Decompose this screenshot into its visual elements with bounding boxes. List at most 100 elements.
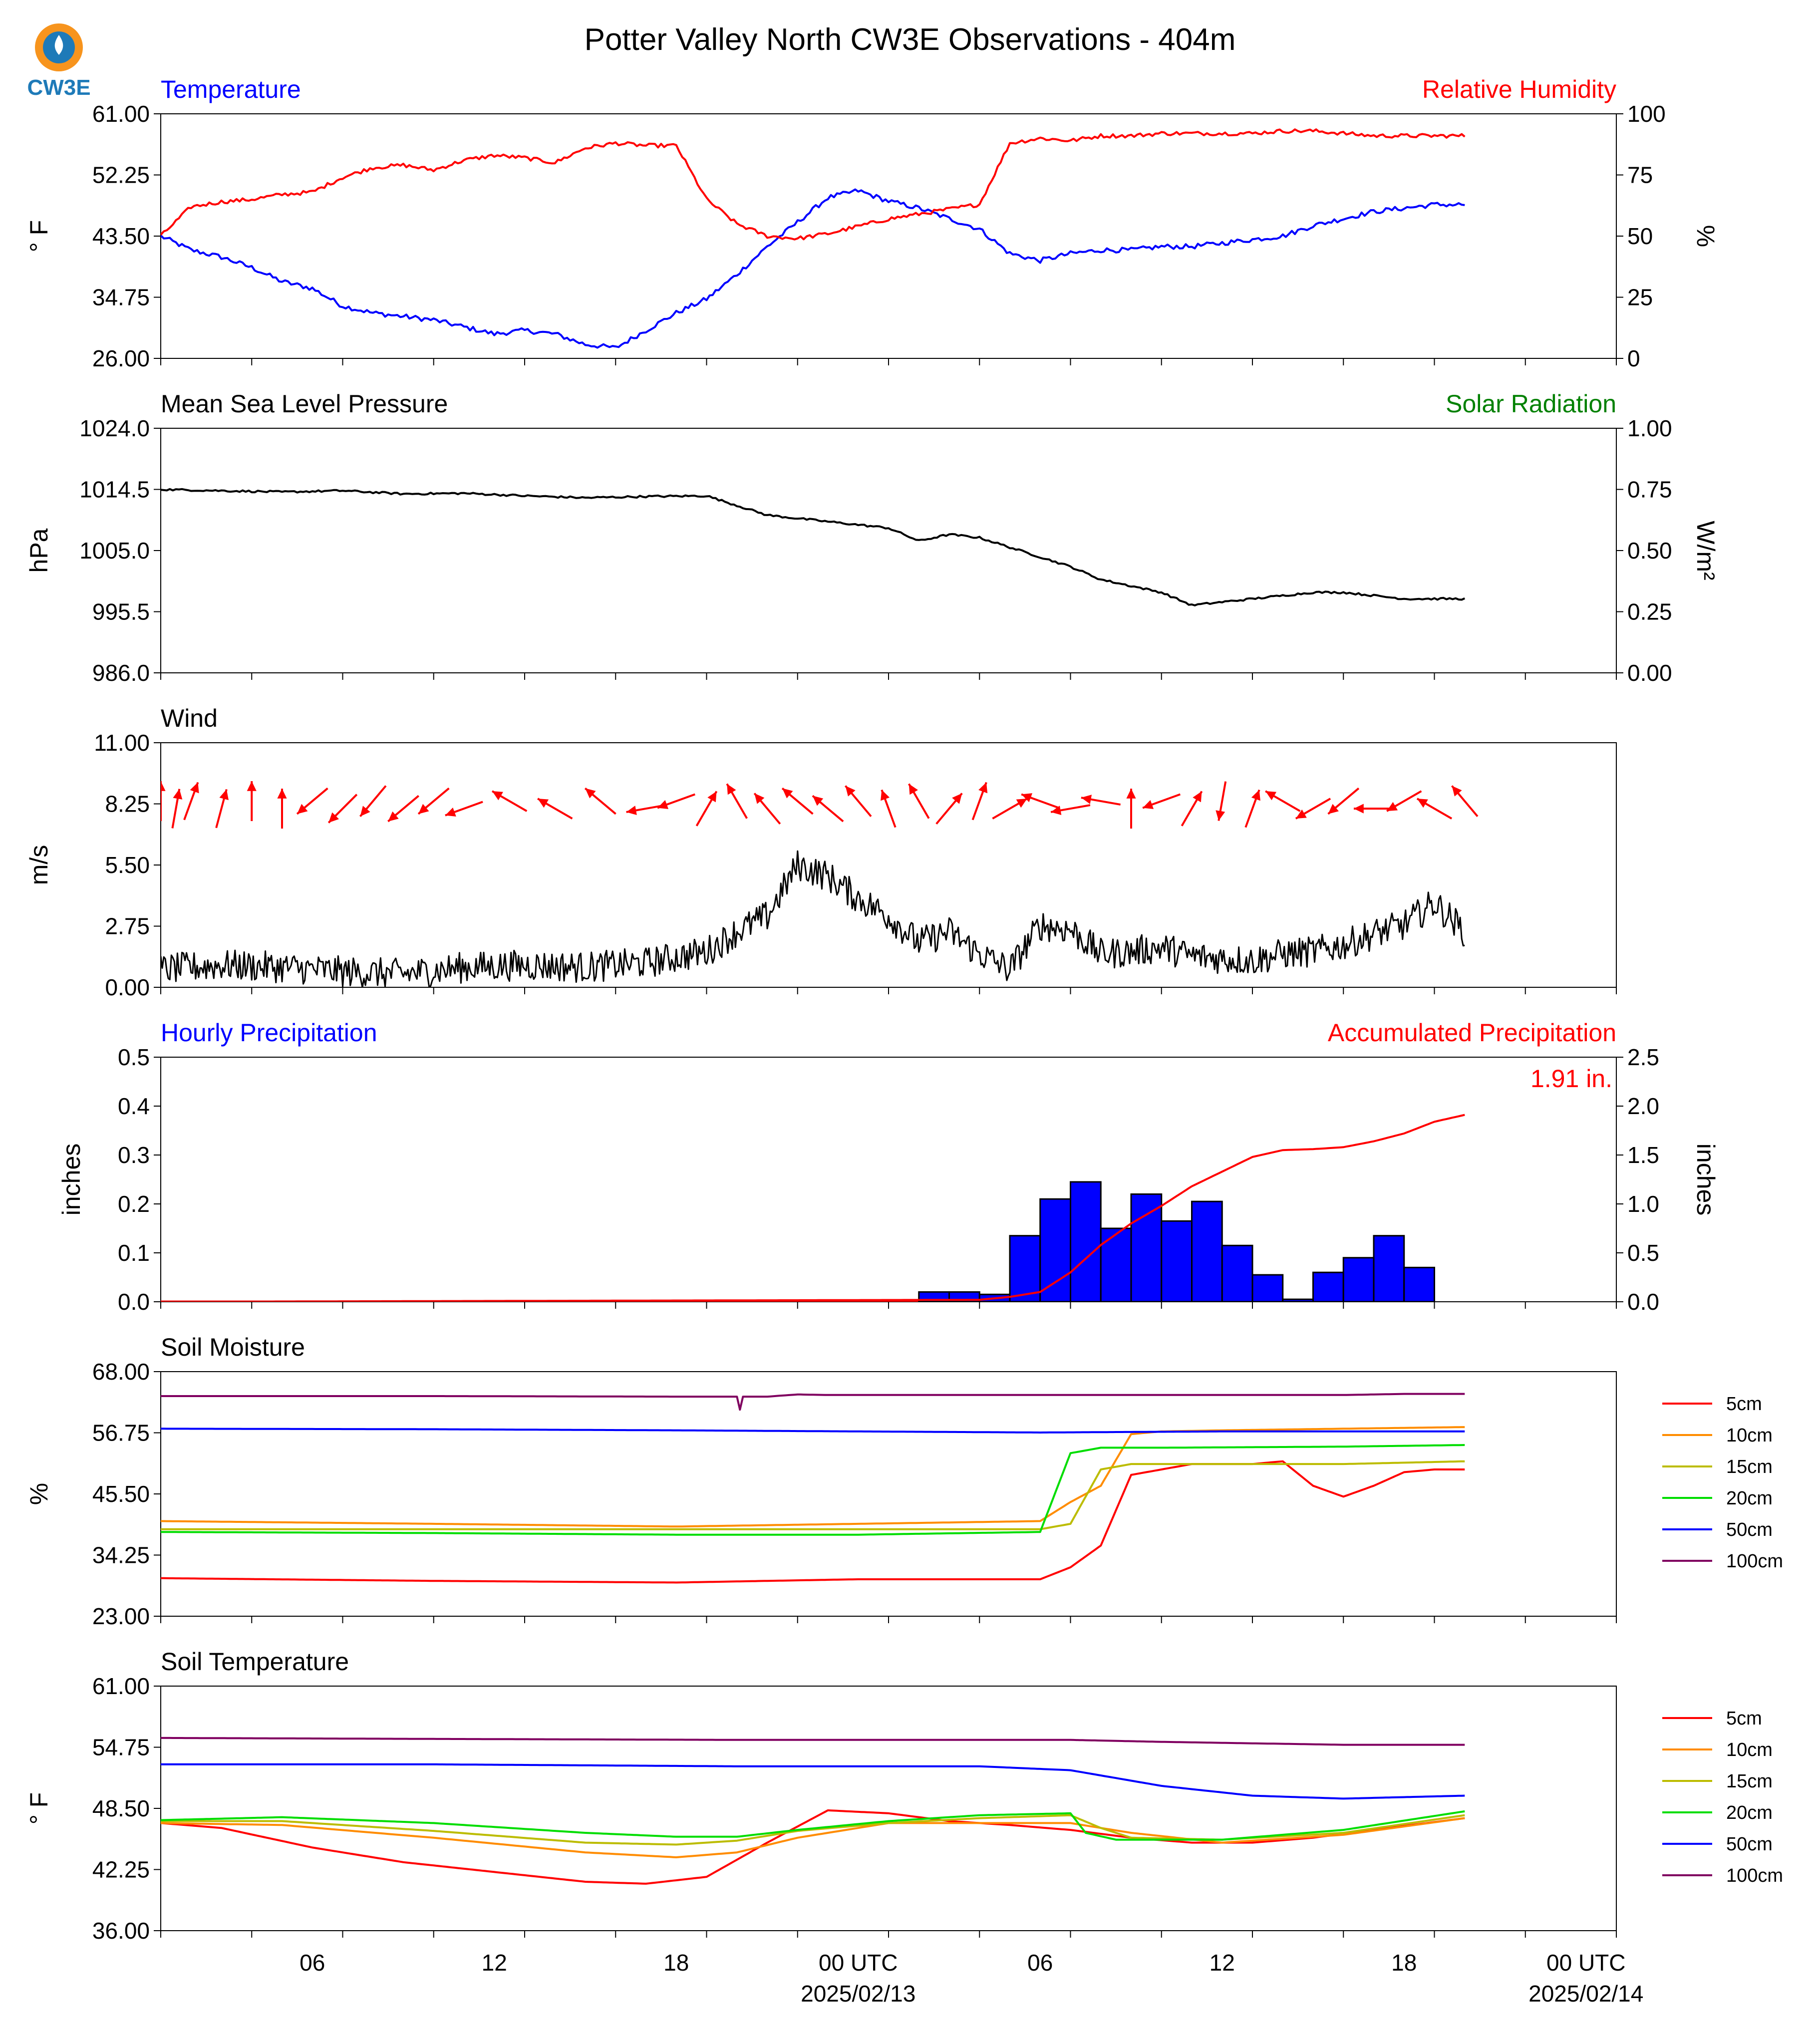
y2-tick-label: 0	[1627, 345, 1640, 371]
y-tick-label: 68.00	[92, 1359, 150, 1385]
y2-tick-label: 1.0	[1627, 1191, 1659, 1217]
wind-arrow	[971, 782, 988, 821]
precip-bar	[1161, 1220, 1193, 1302]
wind-arrow	[1327, 787, 1360, 815]
y2-tick-label: 50	[1627, 223, 1653, 249]
y-tick-label: 43.50	[92, 223, 150, 249]
wind-arrow-head	[1452, 786, 1462, 797]
wind-arrow	[845, 785, 872, 817]
wind-arrow	[327, 794, 358, 824]
wind-arrow	[1215, 781, 1227, 821]
wind-arrow-head	[952, 793, 962, 804]
precip-bar	[1282, 1298, 1314, 1302]
wind-arrow-head	[538, 799, 549, 808]
y-tick-label: 11.00	[94, 730, 150, 756]
wind-arrow	[753, 793, 781, 825]
plot-area	[161, 1737, 1465, 1885]
panel-temp_rh: 26.00 34.75 43.50 52.25 61.00 0 25 50 75 100 Tempe…	[25, 75, 1720, 371]
precip-bar	[1191, 1200, 1223, 1302]
plot-area	[161, 1114, 1465, 1302]
y2-axis-label: W/m²	[1692, 521, 1720, 580]
wind-arrow	[171, 789, 183, 829]
panel-right-title: Relative Humidity	[1422, 75, 1616, 103]
legend: 5cm 10cm 15cm 20cm 50cm 100cm	[1662, 1394, 1783, 1572]
wind-arrow-head	[978, 782, 988, 794]
series-line-50cm	[161, 1763, 1465, 1800]
panel-left-title: Soil Moisture	[161, 1333, 305, 1361]
y2-tick-label: 0.75	[1627, 477, 1672, 503]
plot-area	[161, 488, 1466, 606]
legend-label: 100cm	[1726, 1865, 1783, 1886]
chart-panels: 26.00 34.75 43.50 52.25 61.00 0 25 50 75 100 Tempe…	[25, 75, 1783, 1944]
wind-arrow-head	[812, 796, 824, 806]
wind-arrow	[417, 787, 450, 815]
wind-arrow-head	[297, 804, 308, 814]
y2-tick-label: 0.00	[1627, 660, 1672, 686]
wind-arrow-head	[1387, 802, 1398, 811]
y2-tick-label: 25	[1627, 285, 1653, 310]
wind-arrow-head	[754, 793, 765, 804]
wind-arrow-head	[1215, 810, 1225, 821]
y-tick-label: 56.75	[92, 1420, 150, 1446]
wind-arrow-head	[247, 781, 257, 791]
wind-arrow-head	[707, 791, 717, 803]
wind-arrow	[1386, 790, 1422, 812]
wind-arrow	[387, 795, 419, 823]
plot-frame	[160, 113, 1617, 359]
y-tick-label: 5.50	[105, 852, 150, 878]
wind-arrow-head	[418, 804, 429, 814]
wind-arrow-head	[492, 791, 503, 801]
legend-label: 20cm	[1726, 1802, 1773, 1823]
wind-arrow	[726, 783, 748, 819]
y-tick-label: 26.00	[92, 345, 150, 371]
legend-label: 5cm	[1726, 1394, 1762, 1415]
precip-bar	[1342, 1257, 1375, 1302]
wind-arrow	[881, 789, 897, 828]
legend-label: 10cm	[1726, 1739, 1773, 1760]
wind-arrow-head	[881, 790, 890, 801]
plot-frame	[160, 428, 1617, 673]
y-tick-label: 0.5	[118, 1044, 150, 1070]
wind-arrow	[1244, 789, 1260, 828]
precip-bar	[1130, 1193, 1163, 1302]
panel-wind: 0.00 2.75 5.50 8.25 11.00 Wind m/s	[25, 704, 1617, 1000]
panel-soil_temperature: 36.00 42.25 48.50 54.75 61.00 Soil Temperatur…	[25, 1648, 1783, 1944]
x-tick-label: 00 UTC	[819, 1950, 898, 1976]
y-axis-label: %	[25, 1483, 53, 1505]
series-line-100cm	[161, 1393, 1465, 1411]
y2-tick-label: 0.0	[1627, 1289, 1659, 1315]
wind-arrow	[1354, 804, 1394, 814]
x-tick-label: 12	[1210, 1950, 1235, 1976]
wind-arrow-head	[657, 800, 669, 809]
x-tick-label: 12	[482, 1950, 507, 1976]
y-tick-label: 8.25	[105, 791, 150, 817]
legend-label: 50cm	[1726, 1834, 1773, 1855]
panel-soil_moisture: 23.00 34.25 45.50 56.75 68.00 Soil Moisture% 5…	[25, 1333, 1783, 1629]
precip-bar	[1221, 1244, 1253, 1302]
series-line-relative-humidity	[161, 128, 1466, 241]
wind-arrow-head	[1081, 795, 1092, 804]
y-tick-label: 45.50	[92, 1481, 150, 1507]
wind-arrow-head	[388, 811, 399, 822]
wind-arrow	[1021, 793, 1060, 809]
panel-precip: 0.0 0.1 0.2 0.3 0.4 0.5 0.0 0.5 1.0 1.5 2.0 2.5 Hour…	[57, 1019, 1720, 1315]
plot-frame	[160, 742, 1617, 988]
series-line-50cm	[161, 1428, 1465, 1434]
precip-bar	[1070, 1181, 1102, 1302]
wind-arrow	[161, 781, 166, 821]
y-tick-label: 0.2	[118, 1191, 150, 1217]
y-tick-label: 0.00	[105, 974, 150, 1000]
x-tick-label: 18	[1391, 1950, 1417, 1976]
legend-label: 5cm	[1726, 1708, 1762, 1729]
figure-title: Potter Valley North CW3E Observations - …	[585, 22, 1236, 57]
wind-arrow-head	[727, 784, 736, 795]
y-tick-label: 0.1	[118, 1240, 150, 1266]
y-axis-label: hPa	[25, 528, 53, 573]
wind-arrow	[992, 798, 1028, 820]
x-tick-label: 00 UTC	[1546, 1950, 1625, 1976]
wind-arrow-head	[190, 782, 199, 794]
wind-arrow-head	[626, 806, 637, 815]
series-line-5cm	[161, 1460, 1465, 1584]
y2-tick-label: 75	[1627, 162, 1653, 188]
